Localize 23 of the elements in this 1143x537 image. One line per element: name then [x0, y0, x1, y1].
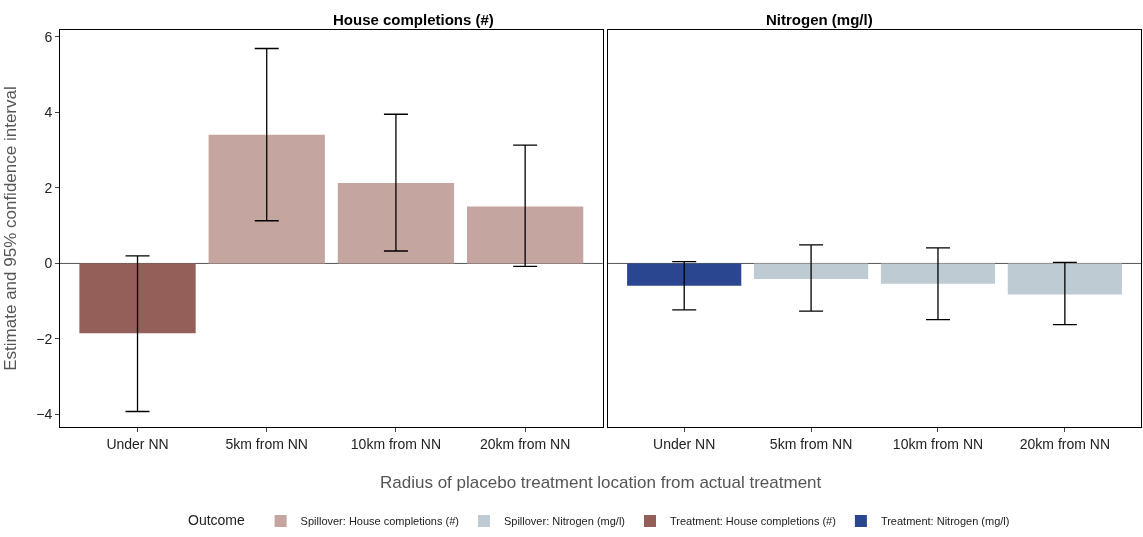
- legend-label: Treatment: Nitrogen (mg/l): [880, 515, 1010, 528]
- y-tick-label: 4: [44, 104, 53, 121]
- y-tick-label: −2: [36, 330, 53, 347]
- chart-title: House completions (#): [333, 11, 494, 28]
- x-tick-label: Under NN: [653, 435, 716, 452]
- y-axis-title: Estimate and 95% confidence interval: [1, 86, 20, 371]
- x-tick-label: 20km from NN: [480, 435, 571, 452]
- x-tick-label: 10km from NN: [350, 435, 442, 452]
- legend-label: Spillover: House completions (#): [300, 515, 459, 528]
- y-tick-label: 0: [44, 255, 53, 272]
- x-tick-label: 20km from NN: [1019, 435, 1110, 452]
- legend-label: Treatment: House completions (#): [670, 515, 836, 528]
- y-tick-label: −4: [36, 406, 53, 423]
- x-tick-label: 5km from NN: [769, 435, 853, 452]
- legend-title: Outcome: [188, 511, 253, 528]
- chart-title: Nitrogen (mg/l): [766, 11, 873, 28]
- y-tick-label: 6: [44, 28, 53, 45]
- y-tick-label: 2: [44, 179, 53, 196]
- legend-label: Spillover: Nitrogen (mg/l): [503, 515, 625, 528]
- x-tick-label: 10km from NN: [892, 435, 984, 452]
- x-axis-title: Radius of placebo treatment location from actual treatment: [380, 473, 822, 492]
- x-tick-label: Under NN: [106, 435, 169, 452]
- x-tick-label: 5km from NN: [225, 435, 308, 452]
